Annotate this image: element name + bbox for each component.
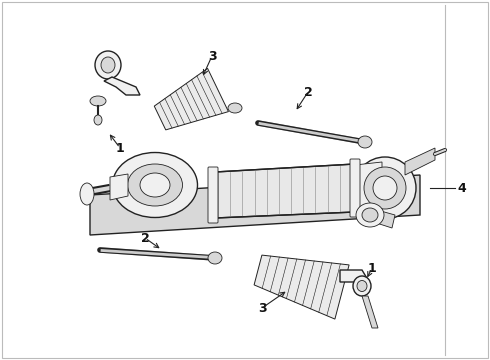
Polygon shape (154, 68, 228, 130)
Ellipse shape (94, 115, 102, 125)
Ellipse shape (101, 57, 115, 73)
Polygon shape (90, 175, 420, 235)
Polygon shape (340, 270, 368, 292)
Ellipse shape (353, 276, 371, 296)
FancyBboxPatch shape (208, 167, 218, 223)
Ellipse shape (113, 153, 197, 217)
Polygon shape (110, 174, 128, 200)
Ellipse shape (80, 183, 94, 205)
Polygon shape (405, 148, 435, 175)
Text: 1: 1 (116, 141, 124, 154)
Text: 2: 2 (141, 231, 149, 244)
Text: 2: 2 (304, 85, 313, 99)
Ellipse shape (95, 51, 121, 79)
Ellipse shape (140, 173, 170, 197)
Ellipse shape (357, 280, 367, 292)
Text: 3: 3 (258, 302, 266, 315)
FancyBboxPatch shape (350, 159, 360, 217)
Ellipse shape (362, 208, 378, 222)
Text: 3: 3 (208, 49, 216, 63)
Polygon shape (355, 162, 382, 215)
Text: 4: 4 (458, 181, 466, 194)
Ellipse shape (354, 157, 416, 219)
Ellipse shape (373, 176, 397, 200)
Polygon shape (215, 164, 355, 218)
Ellipse shape (358, 136, 372, 148)
Text: 1: 1 (368, 261, 376, 274)
Ellipse shape (208, 252, 222, 264)
Polygon shape (254, 255, 349, 319)
Polygon shape (367, 208, 395, 228)
Ellipse shape (127, 164, 182, 206)
Polygon shape (362, 296, 378, 328)
Ellipse shape (364, 167, 406, 209)
Polygon shape (104, 77, 140, 95)
Ellipse shape (90, 96, 106, 106)
Ellipse shape (356, 203, 384, 227)
Ellipse shape (228, 103, 242, 113)
